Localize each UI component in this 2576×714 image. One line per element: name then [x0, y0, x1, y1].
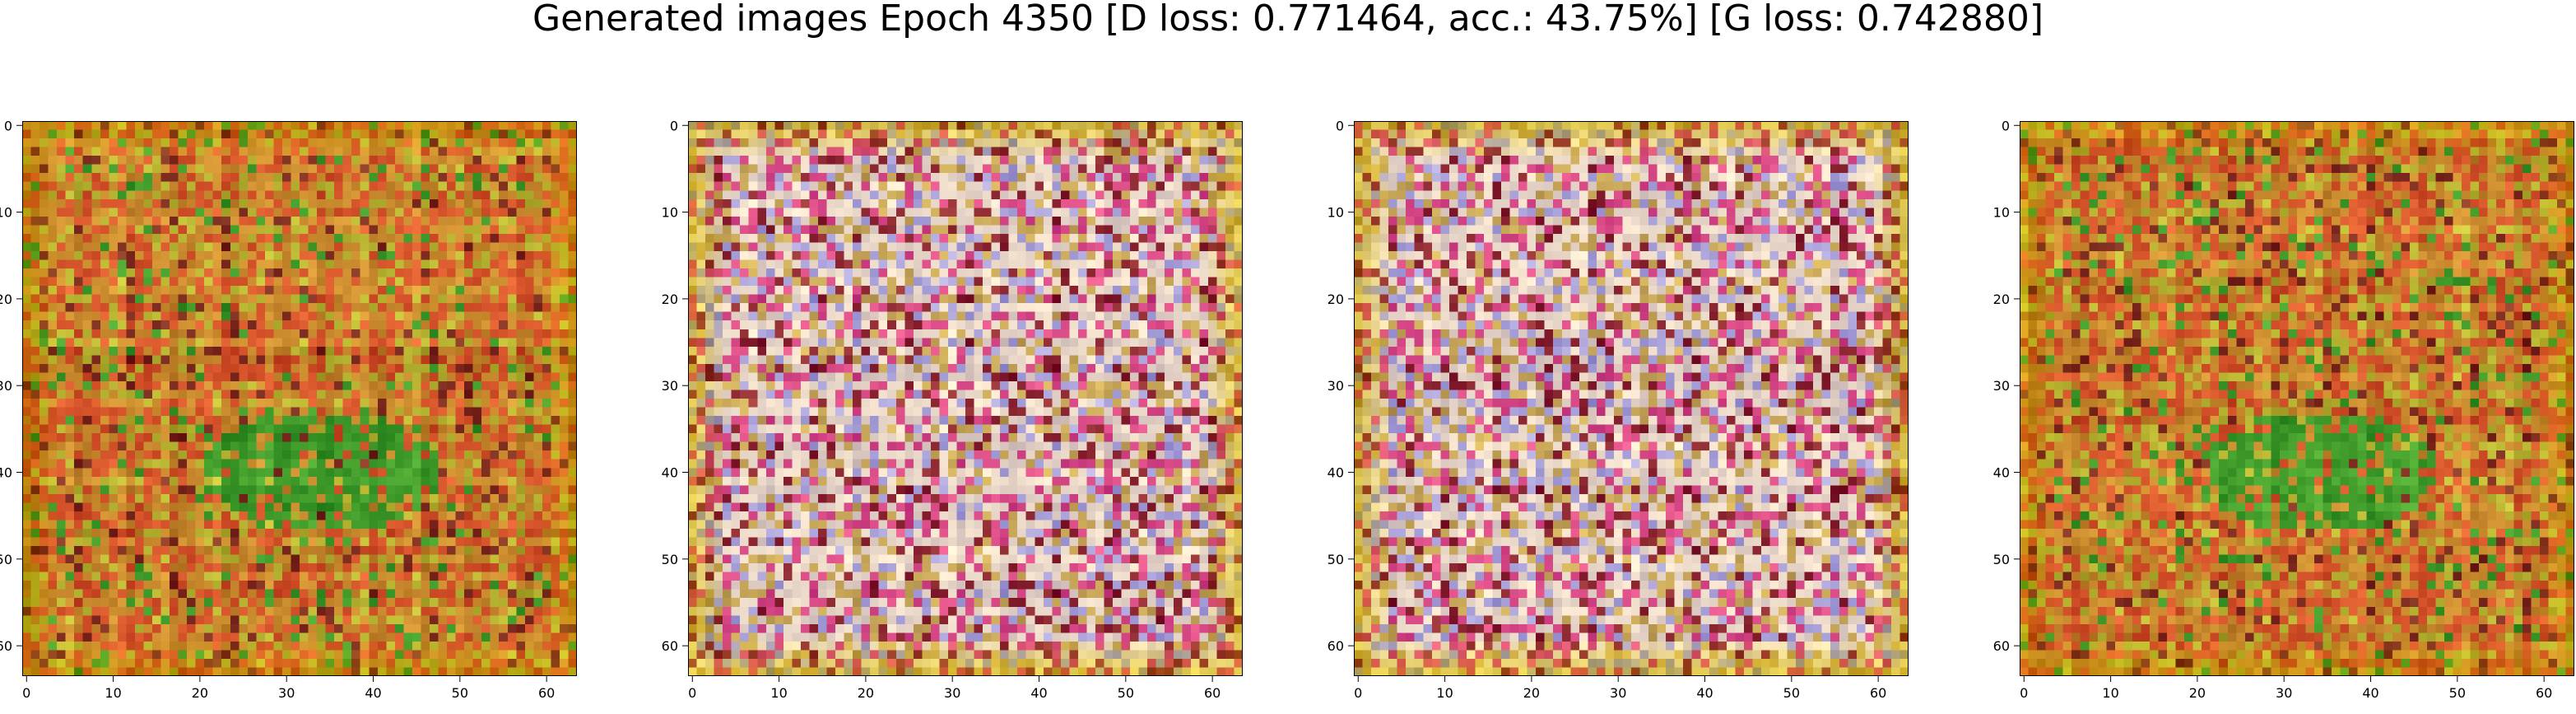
- x-tick-label: 30: [278, 685, 295, 701]
- y-tick-label: 0: [2002, 118, 2010, 133]
- y-tick-label: 10: [0, 205, 12, 221]
- subplot-2: 0 10 20 30 40 50 60 0 10 20 30 40 50 60: [662, 118, 1243, 701]
- subplot-1: 0 10 20 30 40 50 60 0 10 20 30 40 50 60: [0, 118, 577, 701]
- x-tick-label: 10: [2102, 685, 2118, 701]
- y-tick-label: 20: [0, 292, 12, 307]
- x-tick-label: 0: [2020, 685, 2028, 701]
- y-tick-label: 60: [1328, 638, 1344, 654]
- y-tick-label: 60: [662, 638, 678, 654]
- y-tick-label: 40: [0, 465, 12, 481]
- y-tick-label: 20: [1993, 292, 2010, 307]
- x-tick-label: 20: [1523, 685, 1540, 701]
- x-tick-label: 60: [1870, 685, 1886, 701]
- x-tick-label: 20: [858, 685, 874, 701]
- y-tick-label: 0: [4, 118, 12, 133]
- y-tick-label: 30: [1328, 378, 1344, 394]
- x-tick-label: 30: [2276, 685, 2292, 701]
- y-tick-label: 0: [1336, 118, 1344, 133]
- x-tick-label: 60: [538, 685, 555, 701]
- x-tick-label: 40: [1030, 685, 1047, 701]
- x-tick-label: 60: [1204, 685, 1221, 701]
- y-tick-label: 60: [0, 638, 12, 654]
- subplot-3: 0 10 20 30 40 50 60 0 10 20 30 40 50 60: [1328, 118, 1909, 701]
- x-tick-label: 50: [2449, 685, 2466, 701]
- y-tick-label: 40: [662, 465, 678, 481]
- x-tick-label: 0: [22, 685, 30, 701]
- image-area: [2020, 121, 2574, 676]
- x-tick-label: 20: [192, 685, 208, 701]
- x-tick-label: 0: [1354, 685, 1362, 701]
- y-tick-label: 10: [662, 205, 678, 221]
- x-tick-label: 30: [944, 685, 960, 701]
- image-area: [688, 121, 1243, 676]
- generated-image-3: [1354, 121, 1909, 676]
- y-tick-label: 20: [1328, 292, 1344, 307]
- x-tick-label: 50: [1118, 685, 1134, 701]
- subplot-4: 0 10 20 30 40 50 60 0 10 20 30 40 50 60: [1993, 118, 2574, 701]
- y-tick-label: 50: [1328, 552, 1344, 567]
- generated-image-4: [2020, 121, 2574, 676]
- x-tick-label: 40: [1696, 685, 1713, 701]
- x-tick-label: 10: [105, 685, 121, 701]
- figure-suptitle: Generated images Epoch 4350 [D loss: 0.7…: [532, 0, 2044, 40]
- x-tick-label: 30: [1610, 685, 1626, 701]
- x-tick-label: 10: [1436, 685, 1453, 701]
- y-tick-label: 10: [1328, 205, 1344, 221]
- y-tick-label: 10: [1993, 205, 2010, 221]
- x-tick-label: 40: [365, 685, 381, 701]
- y-tick-label: 30: [0, 378, 12, 394]
- x-tick-label: 40: [2362, 685, 2378, 701]
- image-area: [1354, 121, 1909, 676]
- y-tick-label: 50: [662, 552, 678, 567]
- generated-image-2: [688, 121, 1243, 676]
- y-tick-label: 30: [1993, 378, 2010, 394]
- x-tick-label: 60: [2536, 685, 2552, 701]
- x-tick-label: 50: [1783, 685, 1800, 701]
- y-tick-label: 0: [670, 118, 678, 133]
- generated-image-1: [22, 121, 577, 676]
- image-area: [22, 121, 577, 676]
- y-tick-label: 30: [662, 378, 678, 394]
- x-tick-label: 50: [452, 685, 468, 701]
- y-tick-label: 60: [1993, 638, 2010, 654]
- y-tick-label: 50: [1993, 552, 2010, 567]
- y-tick-label: 40: [1993, 465, 2010, 481]
- x-tick-label: 0: [688, 685, 696, 701]
- y-tick-label: 40: [1328, 465, 1344, 481]
- x-tick-label: 10: [770, 685, 787, 701]
- y-tick-label: 20: [662, 292, 678, 307]
- x-tick-label: 20: [2189, 685, 2206, 701]
- y-tick-label: 50: [0, 552, 12, 567]
